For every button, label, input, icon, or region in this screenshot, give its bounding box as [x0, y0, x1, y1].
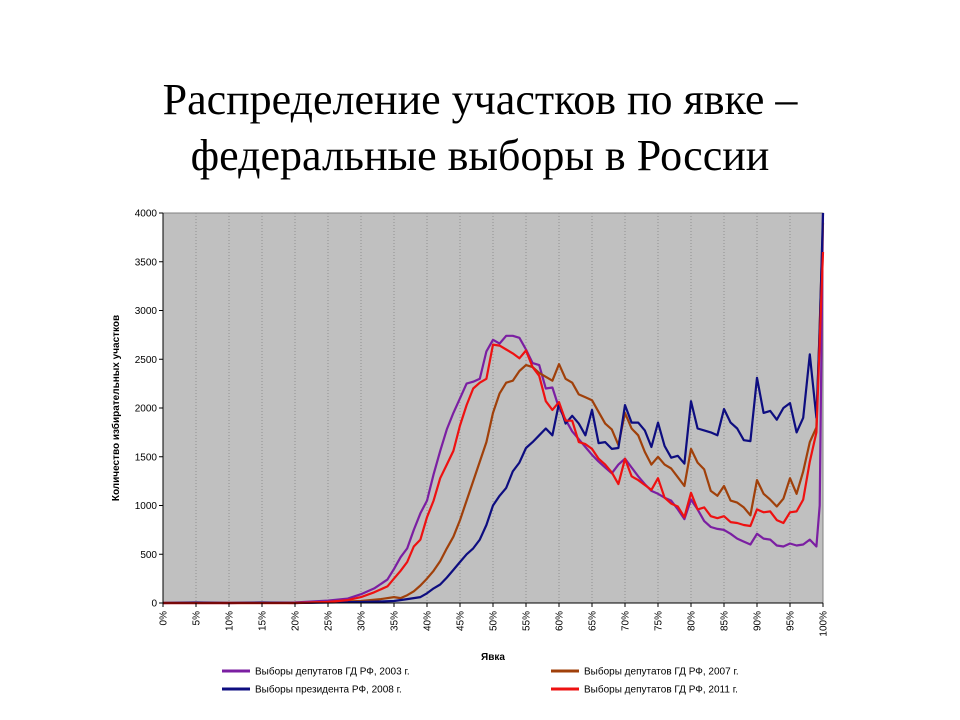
- x-tick-label: 80%: [687, 611, 698, 631]
- x-tick-label: 10%: [225, 611, 236, 631]
- grid-lines: [195, 213, 791, 603]
- series-line-4: [163, 251, 825, 605]
- x-tick-label: 75%: [654, 611, 665, 631]
- x-tick-label: 5%: [192, 611, 203, 626]
- x-tick-label: 50%: [489, 611, 500, 631]
- x-tick-label: 100%: [819, 611, 830, 637]
- x-axis-label: Явка: [481, 652, 505, 663]
- y-axis-label: Количество избирательных участков: [110, 315, 122, 501]
- x-tick-label: 0%: [159, 611, 170, 626]
- y-tick-label: 0: [151, 599, 157, 610]
- y-tick-label: 500: [140, 550, 157, 561]
- series-line-2: [163, 222, 825, 605]
- x-tick-label: 90%: [753, 611, 764, 631]
- series-layer: [162, 212, 825, 605]
- legend-item: Выборы депутатов ГД РФ, 2003 г.: [222, 666, 410, 678]
- legend-label: Выборы депутатов ГД РФ, 2003 г.: [255, 666, 410, 678]
- y-tick-label: 3000: [135, 306, 158, 317]
- series-line-3: [162, 212, 825, 605]
- legend-label: Выборы президента РФ, 2008 г.: [255, 684, 402, 696]
- legend-item: Выборы депутатов ГД РФ, 2007 г.: [551, 666, 739, 678]
- y-tick-label: 1500: [135, 452, 158, 463]
- y-tick-label: 3500: [135, 257, 158, 268]
- x-tick-label: 30%: [357, 611, 368, 631]
- x-tick-label: 70%: [621, 611, 632, 631]
- y-tick-label: 1000: [135, 501, 158, 512]
- legend-label: Выборы депутатов ГД РФ, 2011 г.: [584, 684, 738, 696]
- x-tick-label: 35%: [390, 611, 401, 631]
- x-tick-label: 65%: [588, 611, 599, 631]
- x-tick-label: 60%: [555, 611, 566, 631]
- series-line-1: [163, 212, 825, 605]
- slide-title-line-1: Распределение участков по явке –: [162, 75, 798, 124]
- x-tick-label: 45%: [456, 611, 467, 631]
- legend-item: Выборы президента РФ, 2008 г.: [222, 684, 402, 696]
- x-tick-label: 40%: [423, 611, 434, 631]
- legend: Выборы депутатов ГД РФ, 2003 г. Выборы де…: [222, 666, 739, 696]
- x-tick-label: 15%: [258, 611, 269, 631]
- x-tick-label: 55%: [522, 611, 533, 631]
- y-tick-label: 2500: [135, 355, 158, 366]
- x-tick-label: 95%: [786, 611, 797, 631]
- x-tick-label: 25%: [324, 611, 335, 631]
- axes: 0 500 1000 1500 2000 2500 3000 3500 4000 0% 5% 10% 1…: [135, 209, 830, 637]
- y-tick-label: 4000: [135, 209, 158, 220]
- legend-item: Выборы депутатов ГД РФ, 2011 г.: [551, 684, 738, 696]
- slide-title-line-2: федеральные выборы в России: [190, 131, 770, 180]
- y-tick-label: 2000: [135, 404, 158, 415]
- x-tick-label: 85%: [720, 611, 731, 631]
- slide-title: Распределение участков по явке – федерал…: [0, 72, 960, 184]
- legend-label: Выборы депутатов ГД РФ, 2007 г.: [584, 666, 739, 678]
- x-tick-label: 20%: [291, 611, 302, 631]
